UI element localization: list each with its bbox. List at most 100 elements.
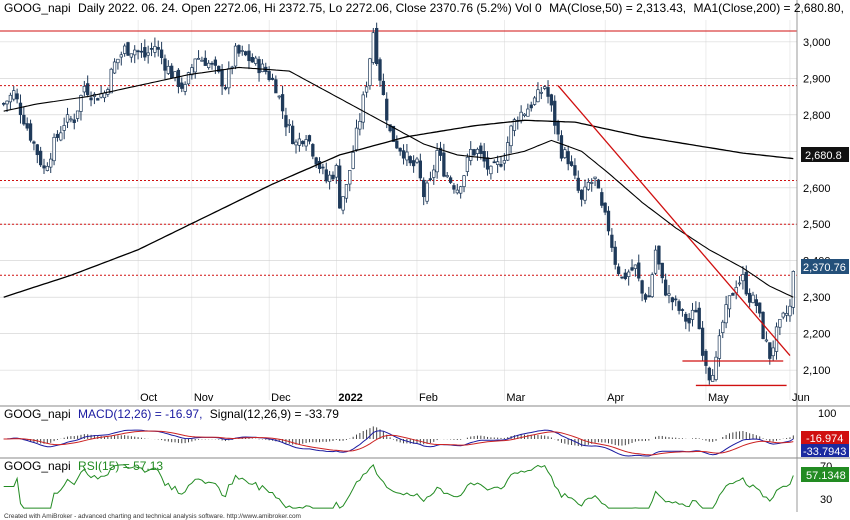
candle-body [569, 161, 574, 166]
candle-body [89, 97, 93, 101]
candle-body [28, 123, 33, 141]
candle-body [700, 327, 705, 356]
candle-body [25, 123, 29, 129]
candle-body [677, 301, 681, 311]
candle-body [526, 108, 530, 117]
candle-body [600, 192, 604, 206]
candle-body [610, 234, 614, 248]
candle-body [751, 294, 755, 303]
candle-body [559, 135, 564, 159]
support-lines [682, 360, 787, 387]
candle-body [247, 50, 251, 62]
candle-body [714, 356, 718, 380]
candle-body [196, 57, 201, 60]
candle-body [485, 157, 490, 170]
signal-tag-text: -33.7943 [803, 446, 846, 458]
candle-body [270, 77, 275, 80]
candle-body [324, 169, 328, 182]
candle-body [727, 295, 732, 310]
date-axis-labels: Oct Nov Dec 2022 Feb Mar Apr May Jun [140, 392, 810, 404]
macd-header-macd: MACD(12,26) = -16.97, [78, 407, 202, 421]
candle-body [620, 276, 624, 279]
candle-body [741, 274, 745, 282]
candle-body [616, 266, 621, 275]
candle-body [327, 174, 332, 182]
macd-tag: -16.974 [801, 431, 849, 445]
candle-body [405, 151, 409, 161]
macd-header-signal: Signal(12,26,9) = -33.79 [210, 407, 339, 421]
candle-body [657, 245, 661, 265]
candle-body [146, 52, 150, 56]
candle-body [543, 86, 547, 89]
candle-body [694, 309, 698, 313]
candle-body [301, 140, 305, 145]
price-axis-ticks: 2,1002,2002,3002,4002,5002,6002,7002,800… [803, 37, 831, 377]
date-axis-label: 2022 [338, 392, 362, 404]
candle-body [509, 125, 513, 147]
candle-body [277, 95, 281, 98]
candle-body [166, 65, 170, 74]
candle-body [82, 85, 86, 93]
candle-body [183, 84, 187, 92]
candle-body [546, 87, 550, 97]
candle-body [415, 158, 419, 163]
candle-body [220, 69, 224, 87]
date-axis-label: Feb [419, 392, 438, 404]
candle-body [75, 110, 80, 119]
candle-body [354, 127, 359, 150]
candle-body [711, 375, 715, 382]
candle-body [223, 87, 228, 90]
candle-body [62, 125, 66, 131]
candle-body [596, 179, 601, 189]
header-info: Daily 2022. 06. 24. Open 2272.06, Hi 237… [78, 1, 542, 15]
candle-body [260, 63, 265, 73]
candle-body [549, 94, 554, 106]
candle-body [86, 83, 90, 96]
candle-body [724, 304, 728, 324]
price-tick-label: 2,100 [803, 365, 831, 377]
candle-body [495, 161, 500, 165]
candle-body [667, 293, 671, 296]
candle-body [704, 350, 708, 366]
rsi-header-value: RSI(15) = 57.13 [78, 459, 163, 473]
candle-body [479, 145, 483, 155]
candle-body [721, 321, 725, 333]
candle-body [233, 45, 238, 67]
candle-body [425, 182, 429, 202]
candle-body [408, 156, 412, 164]
candle-body [227, 68, 231, 89]
candle-body [341, 196, 345, 211]
candle-body [781, 312, 785, 318]
price-grid [0, 20, 797, 400]
candle-body [280, 94, 285, 112]
candle-body [45, 165, 50, 171]
candle-body [351, 151, 355, 169]
candle-body [536, 89, 540, 103]
macd-line [3, 429, 794, 457]
candle-body [116, 58, 120, 64]
candle-body [314, 157, 318, 165]
price-tick-label: 2,500 [803, 219, 831, 231]
close-tag-text: 2,370.76 [803, 262, 846, 274]
candle-body [422, 179, 426, 198]
candle-body [112, 61, 117, 74]
candle-body [788, 305, 792, 317]
candle-body [590, 182, 594, 184]
candle-body [465, 156, 470, 172]
candle-body [717, 335, 722, 359]
candle-body [452, 185, 456, 190]
candle-body [149, 48, 154, 50]
candle-body [593, 176, 597, 179]
candle-body [680, 309, 685, 311]
candle-body [462, 175, 466, 187]
candle-body [153, 46, 157, 53]
date-axis-label: Mar [506, 392, 525, 404]
candle-body [650, 274, 654, 297]
candle-body [65, 114, 70, 123]
candle-body [307, 135, 312, 142]
candle-body [5, 100, 9, 105]
candle-body [254, 57, 258, 64]
rsi-tick-30: 30 [820, 494, 832, 506]
candle-body [583, 186, 587, 201]
candle-body [764, 339, 769, 342]
